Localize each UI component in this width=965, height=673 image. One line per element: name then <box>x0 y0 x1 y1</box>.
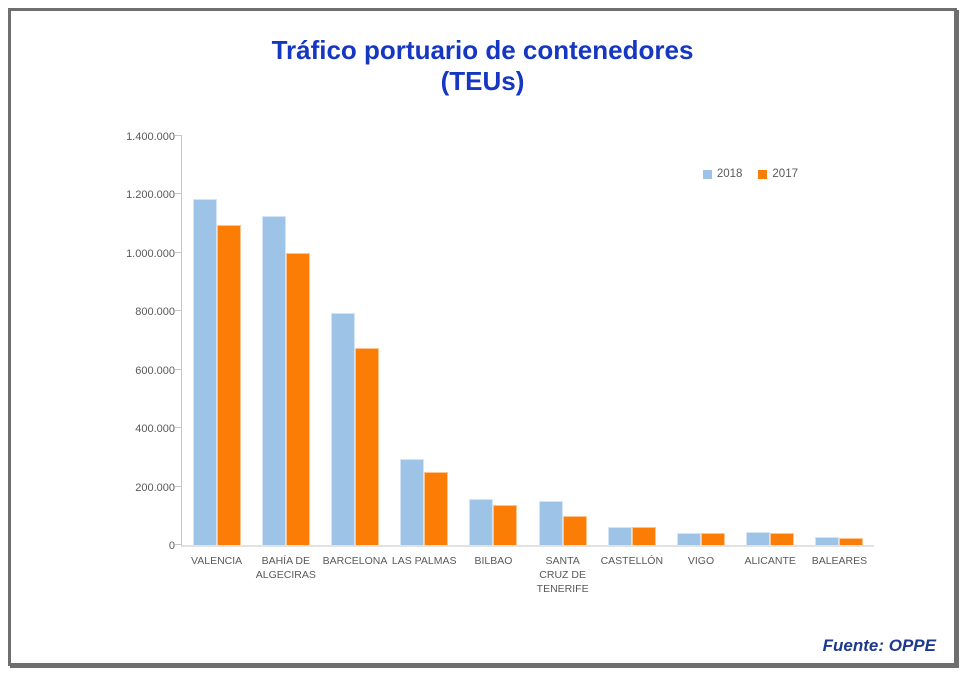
y-axis-label: 600.000 <box>135 364 175 377</box>
y-axis-tick <box>175 251 182 253</box>
bar-groups <box>182 136 874 545</box>
y-axis-label: 200.000 <box>135 481 175 494</box>
bar-bilbao-2018 <box>469 499 494 545</box>
source-note: Fuente: OPPE <box>822 636 936 655</box>
plot-area: 2018 2017 <box>175 135 874 547</box>
bar-valencia-2017 <box>216 225 241 545</box>
y-axis-tick <box>175 485 182 487</box>
bar-alicante-2018 <box>746 532 771 545</box>
bar-vigo-2018 <box>677 532 702 545</box>
bar-bahia-de-algeciras-2017 <box>285 252 310 545</box>
bar-group <box>528 500 597 545</box>
bar-santa-cruz-de-tenerife-2018 <box>538 500 563 545</box>
x-axis-label: VALENCIA <box>191 555 243 567</box>
bar-baleares-2017 <box>839 537 864 545</box>
bar-valencia-2018 <box>192 198 217 545</box>
legend-item-2018: 2018 <box>702 168 743 180</box>
x-axis-label: CASTELLÓN <box>600 555 664 567</box>
bar-group <box>805 537 874 545</box>
bar-group <box>390 459 459 545</box>
bar-las-palmas-2017 <box>424 472 449 545</box>
bar-vigo-2017 <box>701 532 726 545</box>
legend-swatch-2018 <box>702 169 712 179</box>
bar-castellon-2017 <box>631 527 656 545</box>
y-axis-label: 0 <box>168 540 175 552</box>
legend-label-2018: 2018 <box>716 168 743 180</box>
x-axis-label: LAS PALMAS <box>391 555 457 567</box>
y-axis-tick <box>175 544 182 545</box>
bar-las-palmas-2018 <box>400 459 425 545</box>
y-axis-labels: 0 200.000 400.000 600.000 800.000 1.000.000 1.… <box>121 131 181 552</box>
x-axis-label: BAHÍA DE ALGECIRAS <box>255 555 316 582</box>
y-axis-label: 1.000.000 <box>126 247 175 260</box>
y-axis-tick <box>175 135 182 136</box>
bar-group <box>182 198 251 545</box>
bar-group <box>736 532 805 545</box>
bar-group <box>597 527 666 545</box>
bar-baleares-2018 <box>815 537 840 545</box>
bar-castellon-2018 <box>607 527 632 545</box>
bar-group <box>251 216 320 545</box>
bar-barcelona-2017 <box>355 347 379 545</box>
chart-title-line2: (TEUs) <box>440 66 525 96</box>
legend-label-2017: 2017 <box>772 168 798 180</box>
bar-bahia-de-algeciras-2018 <box>261 216 286 545</box>
legend: 2018 2017 <box>702 168 798 180</box>
y-axis-label: 1.200.000 <box>126 189 175 202</box>
x-axis-label: VIGO <box>687 555 715 567</box>
legend-item-2017: 2017 <box>758 168 798 180</box>
bar-group <box>320 312 389 545</box>
chart-frame: Tráfico portuario de contenedores (TEUs)… <box>8 8 957 666</box>
x-axis-label: BILBAO <box>474 555 513 567</box>
bar-santa-cruz-de-tenerife-2017 <box>562 516 587 545</box>
y-axis-tick <box>175 368 182 370</box>
bar-alicante-2017 <box>770 532 795 545</box>
chart-title: Tráfico portuario de contenedores (TEUs) <box>11 35 954 97</box>
bar-group <box>666 532 735 545</box>
chart-title-line1: Tráfico portuario de contenedores <box>271 35 694 65</box>
x-axis-labels: VALENCIA BAHÍA DE ALGECIRAS BARCELONA LAS P… <box>182 547 874 597</box>
bar-bilbao-2017 <box>493 505 518 545</box>
x-axis-label: BALEARES <box>811 555 868 567</box>
x-axis-label: ALICANTE <box>744 555 796 567</box>
bar-barcelona-2018 <box>331 312 355 545</box>
y-axis-label: 800.000 <box>135 306 175 319</box>
y-axis-tick <box>175 310 182 312</box>
bar-chart: 0 200.000 400.000 600.000 800.000 1.000.000 1.… <box>121 131 874 597</box>
x-axis-label: BARCELONA <box>322 555 388 567</box>
bar-group <box>459 499 528 545</box>
y-axis-label: 1.400.000 <box>126 131 175 143</box>
x-axis-label: SANTA CRUZ DE TENERIFE <box>536 555 589 596</box>
y-axis-label: 400.000 <box>135 423 175 436</box>
y-axis-tick <box>175 427 182 429</box>
y-axis-tick <box>175 193 182 195</box>
legend-swatch-2017 <box>758 169 768 179</box>
